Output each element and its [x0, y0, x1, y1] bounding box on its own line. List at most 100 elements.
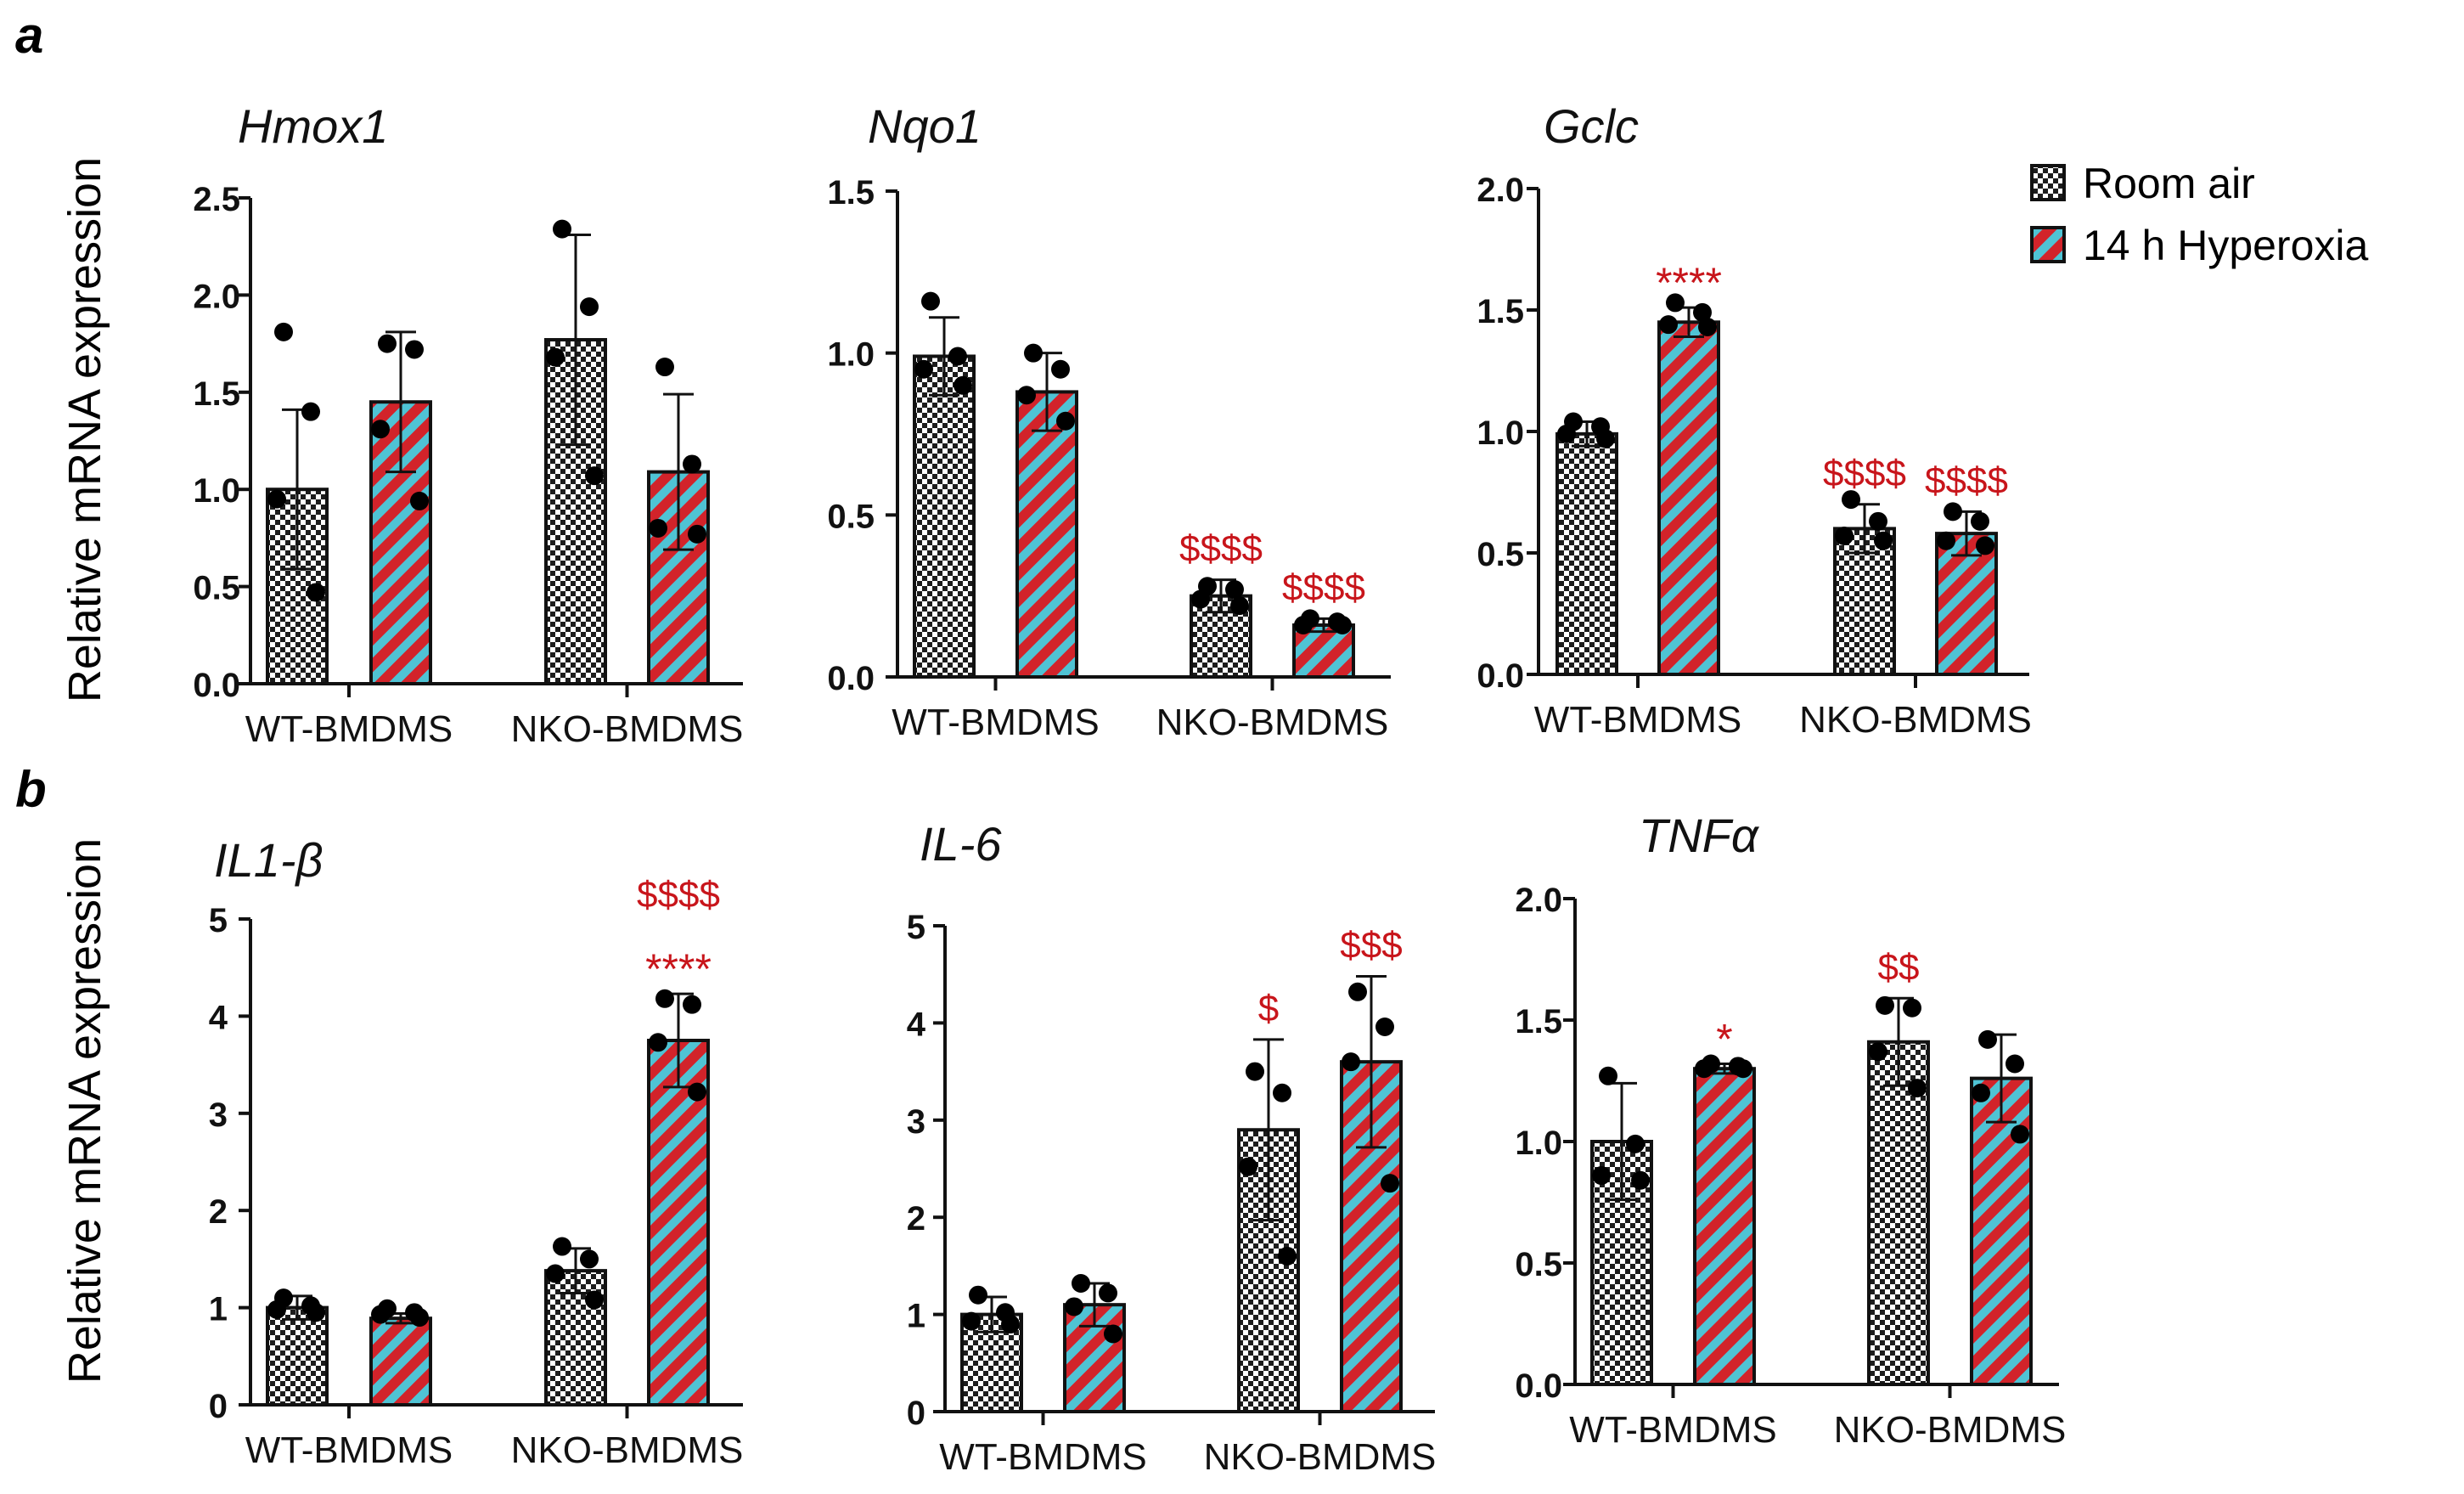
data-point	[378, 334, 397, 353]
x-category-label: WT-BMDMS	[1534, 699, 1741, 741]
data-point	[1001, 1315, 1020, 1334]
y-tick-label: 0.5	[827, 498, 875, 535]
y-tick-label: 4	[907, 1006, 926, 1043]
y-tick-label: 0.0	[1515, 1367, 1562, 1405]
y-tick-label: 2	[907, 1200, 925, 1237]
data-point	[1666, 293, 1685, 313]
data-point	[1592, 1166, 1611, 1186]
data-point	[1971, 511, 1989, 531]
x-category-label: WT-BMDMS	[245, 1429, 453, 1471]
data-point	[1972, 1083, 1990, 1102]
data-point	[688, 524, 706, 544]
data-point	[410, 1308, 429, 1328]
y-tick-label: 1.5	[1477, 293, 1524, 330]
data-point	[1557, 424, 1576, 443]
data-point	[301, 402, 320, 421]
data-point	[1976, 536, 1994, 555]
legend-swatch-room-air	[2030, 164, 2066, 201]
x-category-label: NKO-BMDMS	[511, 708, 744, 750]
significance-dollars: $$$	[1340, 924, 1402, 966]
data-point	[1944, 502, 1962, 521]
data-point	[1876, 995, 1894, 1015]
data-point	[1191, 589, 1210, 609]
y-tick-label: 5	[907, 909, 925, 946]
data-point	[1381, 1174, 1399, 1193]
y-tick-label: 2.0	[1515, 882, 1562, 919]
data-point	[688, 1082, 706, 1102]
y-tick-label: 1	[907, 1298, 925, 1335]
data-point	[1659, 315, 1678, 335]
significance-asterisks: ****	[1656, 259, 1722, 307]
data-point	[1734, 1059, 1752, 1079]
data-point	[1017, 386, 1036, 405]
data-point	[1937, 531, 1955, 550]
chart-title: IL-6	[920, 817, 1002, 871]
data-point	[1056, 411, 1075, 431]
bar-room-air-wt-bmdms	[266, 1305, 329, 1407]
y-tick-label: 1	[209, 1291, 228, 1328]
data-point	[267, 1299, 286, 1319]
data-point	[1024, 343, 1043, 363]
significance-asterisks: ****	[645, 945, 712, 993]
panel-letter-a: a	[15, 7, 43, 64]
chart-title: Nqo1	[868, 99, 982, 153]
data-point	[307, 1303, 325, 1322]
significance-dollars: $$$$	[637, 874, 720, 916]
data-point	[1294, 615, 1313, 634]
data-point	[1631, 1170, 1650, 1190]
data-point	[274, 322, 293, 341]
bar-hyperoxia-wt-bmdms	[369, 1316, 432, 1407]
data-point	[1051, 359, 1070, 379]
y-tick-label: 3	[907, 1103, 925, 1141]
chart-title: IL1-β	[214, 833, 323, 887]
bar-room-air-wt-bmdms	[1555, 431, 1618, 676]
y-axis-label-row-a: Relative mRNA expression	[59, 157, 110, 702]
bar-room-air-wt-bmdms	[913, 354, 976, 679]
data-point	[1842, 490, 1860, 510]
x-category-label: NKO-BMDMS	[1204, 1436, 1437, 1478]
data-point	[371, 1305, 390, 1324]
y-tick-label: 0.5	[1477, 536, 1524, 573]
data-point	[1698, 318, 1717, 337]
y-tick-label: 1.5	[827, 174, 875, 211]
y-tick-label: 1.0	[1477, 414, 1524, 452]
data-point	[1874, 531, 1893, 550]
panel-letter-b: b	[15, 761, 47, 818]
data-point	[585, 1290, 604, 1310]
y-tick-label: 0	[209, 1388, 228, 1425]
data-point	[1599, 1066, 1617, 1085]
legend-label-hyperoxia: 14 h Hyperoxia	[2083, 222, 2368, 269]
data-point	[1903, 998, 1921, 1018]
bar-hyperoxia-nko-bmdms	[1970, 1076, 2033, 1386]
significance-dollars: $$$$	[1179, 528, 1263, 570]
bar-hyperoxia-nko-bmdms	[1935, 532, 1998, 676]
data-point	[307, 583, 325, 602]
data-point	[1348, 982, 1367, 1001]
data-point	[683, 995, 701, 1014]
data-point	[1246, 1062, 1264, 1081]
x-category-label: NKO-BMDMS	[1834, 1409, 2067, 1451]
x-category-label: WT-BMDMS	[939, 1436, 1146, 1478]
data-point	[948, 347, 967, 366]
y-tick-label: 1.5	[193, 375, 240, 413]
x-category-label: WT-BMDMS	[245, 708, 453, 750]
data-point	[649, 518, 667, 538]
bar-hyperoxia-wt-bmdms	[369, 400, 432, 685]
chart-nqo1: Nqo1 0.0 0.5 1.0 1.5 WT-BMDMS NKO-BMDMS $$$$ $$$…	[827, 99, 1391, 743]
y-tick-label: 0.0	[827, 660, 875, 697]
data-point	[1375, 1017, 1394, 1036]
significance-dollars: $$	[1878, 946, 1920, 988]
y-tick-label: 5	[209, 902, 228, 939]
y-tick-label: 1.0	[827, 336, 875, 374]
bar-hyperoxia-wt-bmdms	[1693, 1067, 1756, 1386]
chart-gclc: Gclc 0.0 0.5 1.0 1.5 2.0 WT-BMDMS NKO-BMDMS $$$$…	[1477, 99, 2032, 741]
bar-room-air-nko-bmdms	[1867, 1040, 1930, 1386]
y-tick-label: 0.5	[193, 570, 240, 607]
significance-dollars: $$$$	[1282, 567, 1365, 608]
data-point	[546, 1264, 565, 1283]
x-category-label: NKO-BMDMS	[511, 1429, 744, 1471]
y-tick-label: 3	[209, 1097, 228, 1134]
data-point	[585, 466, 604, 486]
y-tick-label: 4	[209, 999, 228, 1036]
